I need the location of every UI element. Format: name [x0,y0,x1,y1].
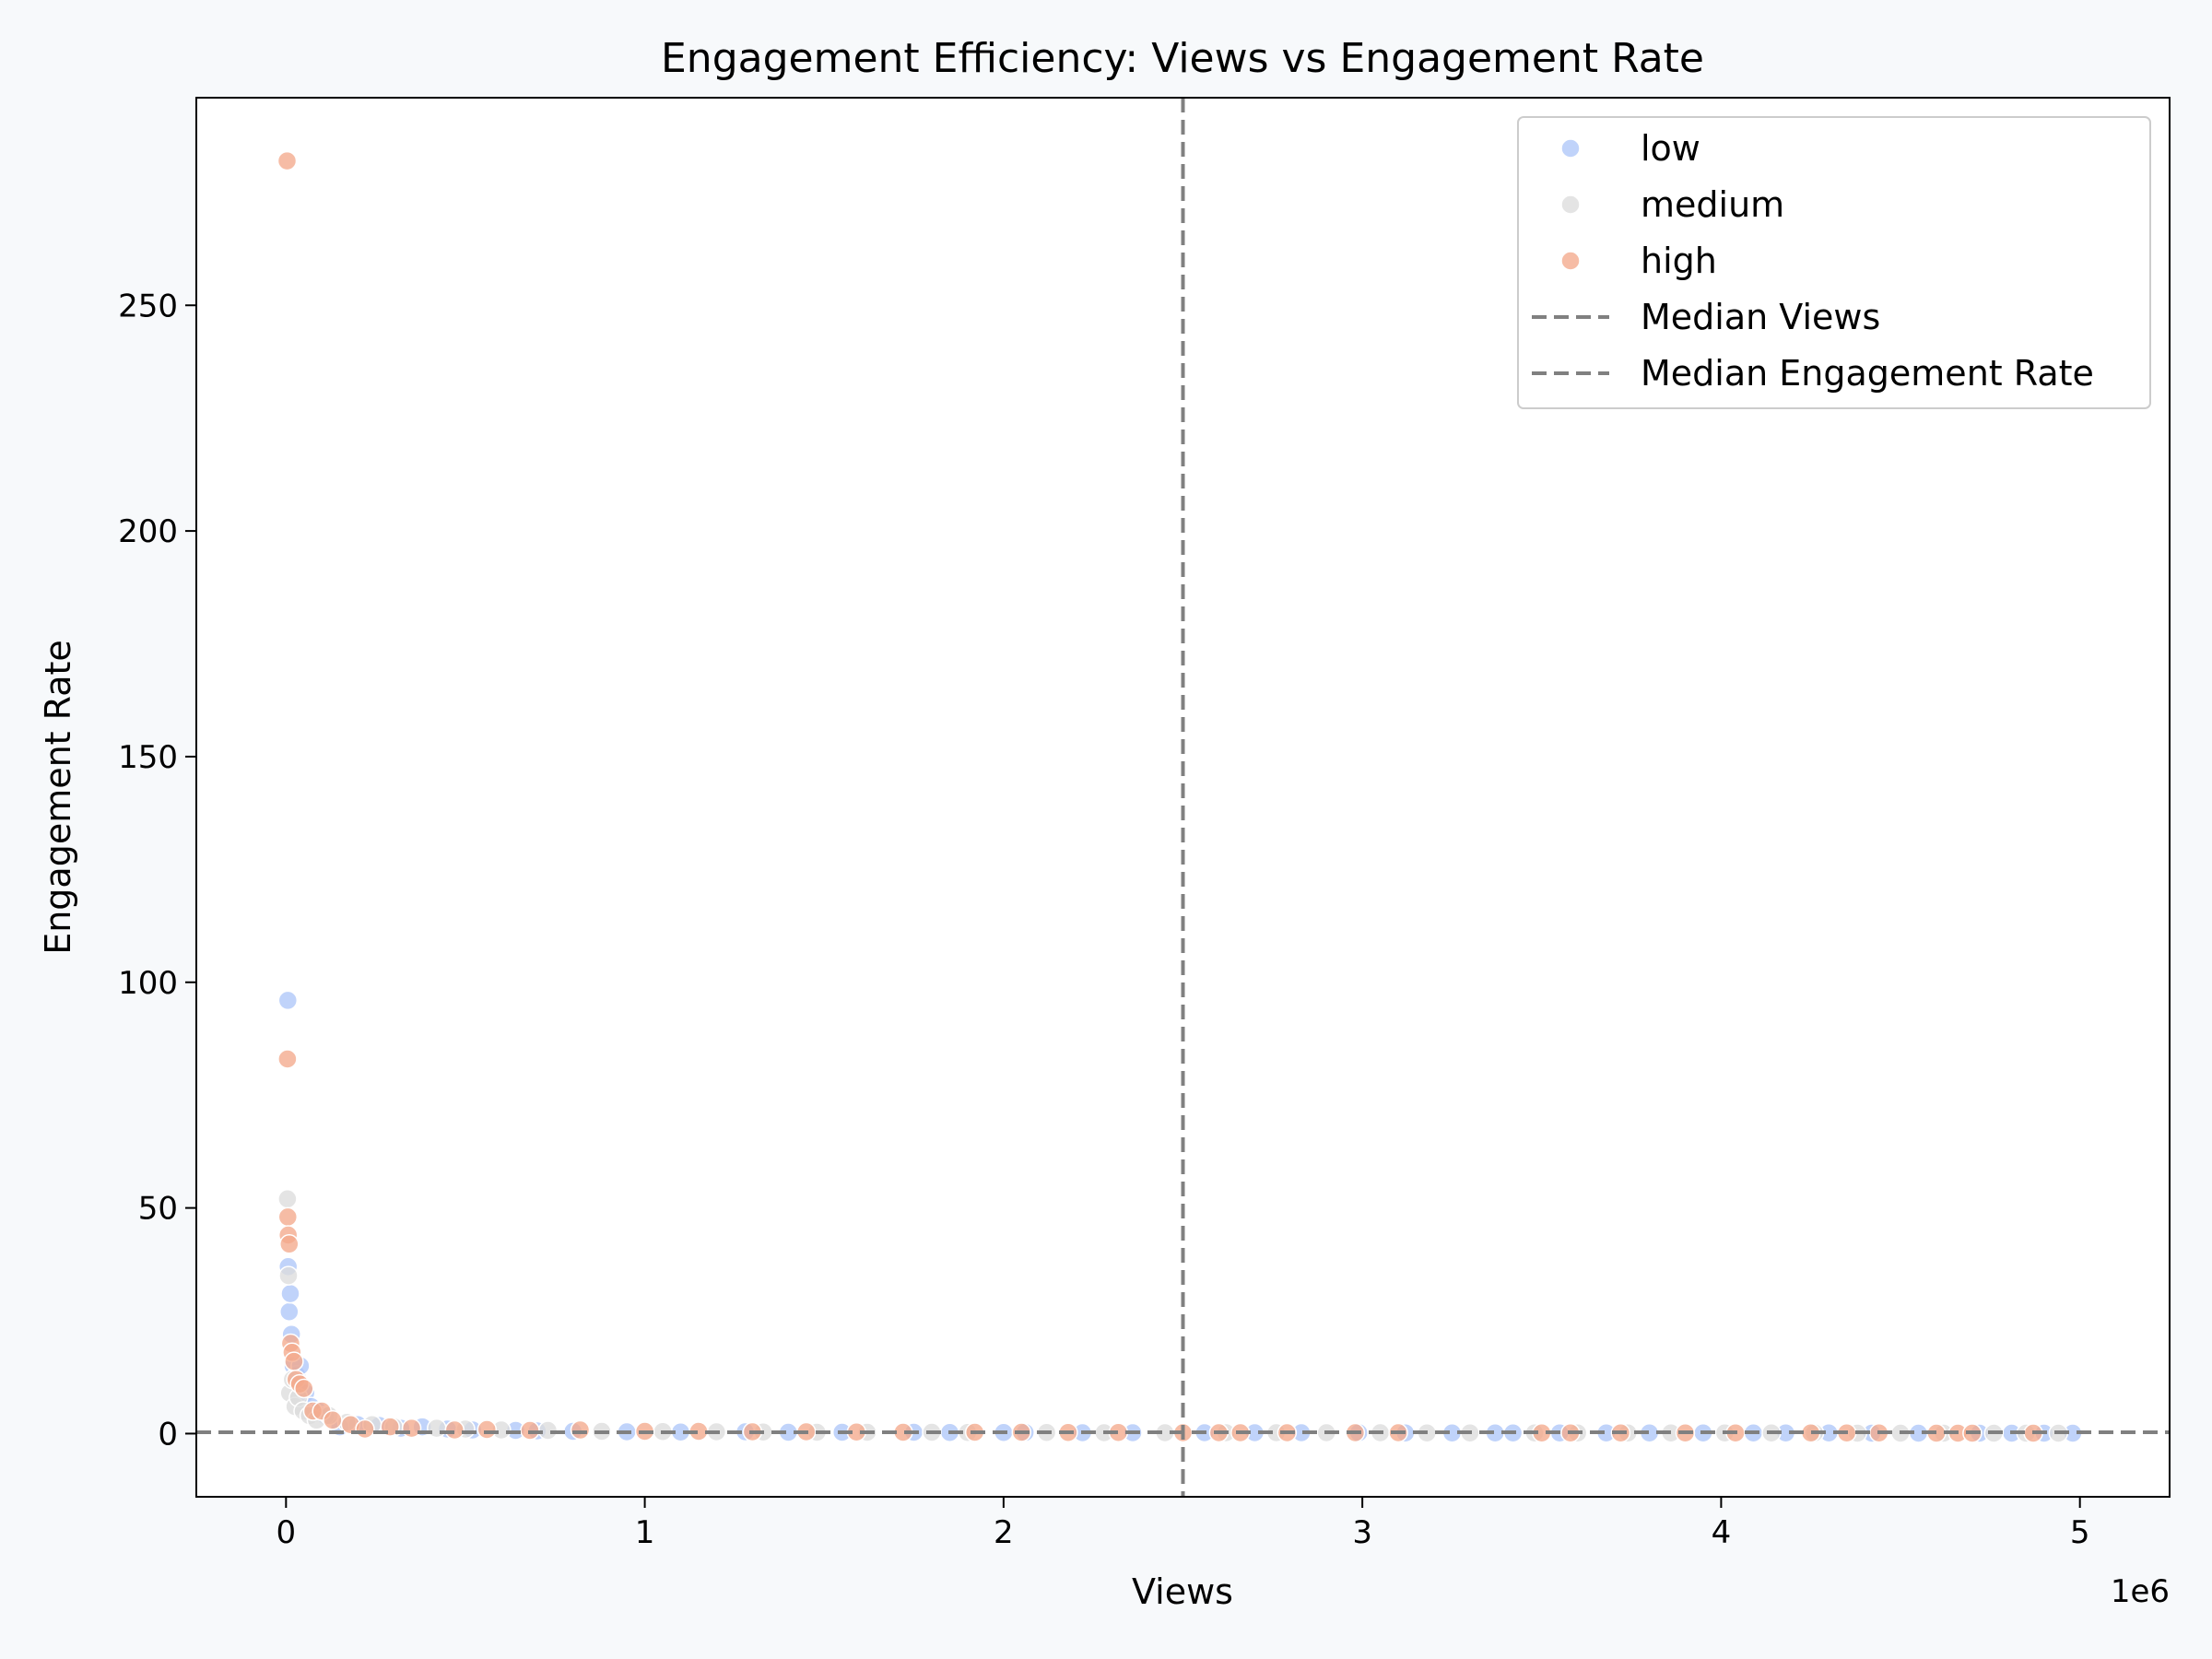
y-tick-label: 200 [118,513,178,550]
legend-label: Median Views [1641,297,1880,337]
y-axis-ticks: 0 50 100 150 200 250 [118,288,196,1453]
chart-title: Engagement Efficiency: Views vs Engageme… [661,35,1704,82]
scatter-point-medium [278,1265,299,1286]
x-tick-label: 4 [1712,1514,1732,1551]
x-tick-label: 1 [635,1514,655,1551]
legend-label: low [1641,128,1700,169]
scatter-point-high [279,1234,300,1254]
scatter-point-low [280,1283,300,1304]
scatter-point-high [294,1378,314,1399]
scatter-point-high [570,1419,591,1441]
x-tick-label: 3 [1352,1514,1372,1551]
scatter-point-medium [427,1418,447,1439]
x-tick-label: 5 [2070,1514,2090,1551]
scatter-point-high [477,1419,498,1440]
legend-marker-high [1560,251,1581,271]
y-tick-label: 250 [118,288,178,324]
x-axis-ticks: 0 1 2 3 4 5 [276,1497,2090,1551]
y-tick-label: 100 [118,965,178,1002]
scatter-point-high [284,1351,304,1371]
x-axis-label: Views [1132,1571,1233,1612]
x-tick-label: 2 [994,1514,1014,1551]
scatter-point-high [276,150,298,171]
legend-marker-low [1560,138,1581,159]
legend-label: medium [1641,184,1784,225]
legend-label: high [1641,241,1717,281]
scatter-point-high [277,1049,298,1069]
plot-frame [195,97,2171,1498]
x-axis-offset-label: 1e6 [2111,1573,2170,1610]
legend-label: Median Engagement Rate [1641,353,2094,394]
y-axis-label: Engagement Rate [38,640,78,955]
y-tick-label: 150 [118,739,178,776]
y-tick-label: 0 [158,1416,178,1453]
legend-marker-medium [1560,194,1581,215]
scatter-point-high [323,1410,343,1430]
scatter-point-medium [277,1189,298,1209]
scatter-point-high [355,1418,375,1440]
legend-box [1517,116,2151,409]
scatter-point-high [444,1419,465,1441]
x-tick-label: 0 [276,1514,296,1551]
legend: low medium high Median Views Median Engageme… [1517,116,2151,409]
scatter-point-high [401,1418,422,1439]
scatter-point-low [277,990,299,1011]
scatter-point-high [277,1206,299,1228]
y-tick-label: 50 [138,1191,178,1228]
scatter-point-low [279,1301,300,1322]
